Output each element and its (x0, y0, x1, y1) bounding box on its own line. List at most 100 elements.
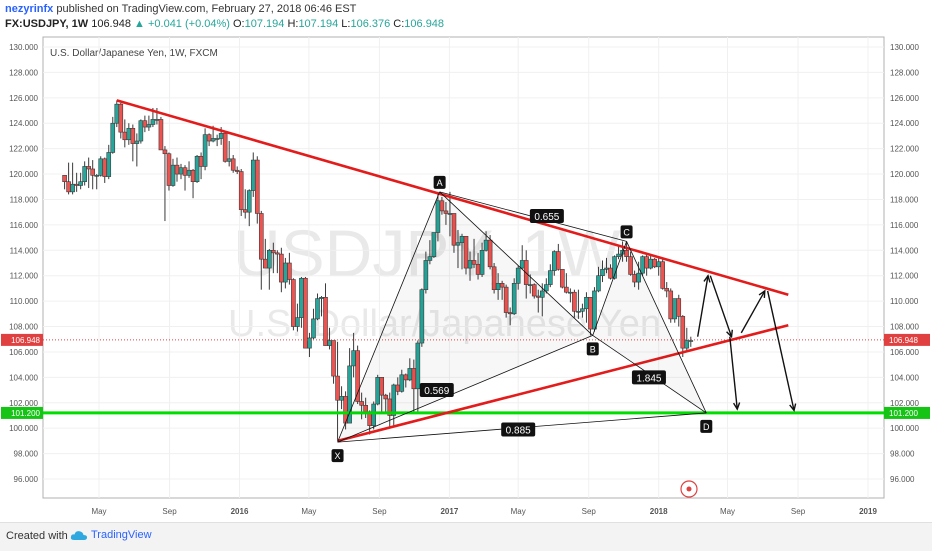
candle-body[interactable] (539, 290, 545, 298)
candle-body[interactable] (142, 120, 148, 128)
candle-body[interactable] (190, 169, 196, 182)
candle-body[interactable] (572, 291, 577, 312)
trendline-upper-resistance[interactable] (116, 99, 789, 297)
candle-body[interactable] (331, 340, 336, 377)
candle-body[interactable] (556, 251, 561, 270)
candle-body[interactable] (588, 297, 593, 330)
candle-body[interactable] (511, 283, 517, 315)
candle-body[interactable] (202, 134, 208, 167)
candle-body[interactable] (242, 209, 248, 213)
candle-body[interactable] (206, 134, 212, 142)
candle-body[interactable] (596, 275, 601, 292)
candle-body[interactable] (178, 167, 184, 175)
candle-body[interactable] (303, 277, 308, 349)
candle-body[interactable] (423, 260, 429, 290)
candle-body[interactable] (644, 256, 649, 269)
candle-body[interactable] (612, 256, 617, 279)
pattern-point-c[interactable] (620, 225, 633, 239)
candle-body[interactable] (70, 183, 75, 193)
candle-body[interactable] (616, 253, 621, 257)
candle-body[interactable] (355, 350, 360, 402)
candle-body[interactable] (680, 316, 686, 349)
candle-body[interactable] (391, 384, 397, 416)
candle-body[interactable] (660, 261, 666, 289)
candle-body[interactable] (218, 133, 224, 139)
candle-body[interactable] (335, 375, 340, 401)
candle-body[interactable] (186, 169, 192, 176)
candle-body[interactable] (154, 119, 160, 121)
candle-body[interactable] (291, 279, 296, 327)
candle-body[interactable] (584, 297, 589, 310)
candle-body[interactable] (174, 164, 180, 175)
candle-body[interactable] (592, 290, 597, 330)
candle-body[interactable] (287, 262, 292, 280)
candle-body[interactable] (351, 350, 356, 367)
pattern-point-a[interactable] (433, 175, 446, 189)
candle-body[interactable] (130, 128, 136, 144)
candle-body[interactable] (684, 340, 690, 349)
candle-body[interactable] (62, 175, 67, 182)
candle-body[interactable] (271, 249, 276, 254)
pattern-point-x[interactable] (331, 449, 344, 463)
candle-body[interactable] (455, 242, 461, 246)
candle-body[interactable] (471, 260, 477, 265)
candle-body[interactable] (78, 181, 83, 186)
candle-body[interactable] (515, 267, 521, 284)
candle-body[interactable] (82, 166, 87, 182)
candle-body[interactable] (640, 256, 645, 274)
candle-body[interactable] (311, 318, 316, 339)
candle-body[interactable] (162, 149, 168, 155)
candle-body[interactable] (279, 253, 284, 283)
candle-body[interactable] (443, 210, 449, 214)
candle-body[interactable] (258, 213, 264, 260)
trendline-lower-support[interactable] (337, 323, 789, 443)
candle-body[interactable] (427, 256, 433, 261)
candle-body[interactable] (90, 168, 95, 176)
candle-body[interactable] (668, 290, 674, 320)
candle-body[interactable] (531, 284, 537, 297)
candle-body[interactable] (604, 267, 609, 270)
candle-body[interactable] (230, 158, 236, 171)
candle-body[interactable] (158, 119, 164, 151)
candle-body[interactable] (138, 120, 144, 142)
candle-body[interactable] (323, 297, 328, 346)
pattern-point-d[interactable] (700, 419, 713, 433)
candle-body[interactable] (295, 317, 300, 327)
candle-body[interactable] (688, 340, 694, 342)
candle-body[interactable] (226, 158, 232, 162)
candle-body[interactable] (234, 169, 240, 172)
candle-body[interactable] (166, 153, 172, 186)
candle-body[interactable] (548, 270, 553, 285)
candle-body[interactable] (339, 396, 344, 401)
candle-body[interactable] (74, 183, 79, 186)
candle-body[interactable] (134, 140, 140, 144)
candle-body[interactable] (86, 166, 91, 170)
candle-body[interactable] (210, 138, 216, 142)
candle-body[interactable] (451, 213, 457, 246)
candle-body[interactable] (371, 403, 376, 426)
candle-body[interactable] (263, 258, 268, 269)
candle-body[interactable] (439, 200, 445, 212)
candle-body[interactable] (146, 124, 152, 128)
candle-body[interactable] (463, 236, 469, 269)
symbol-label[interactable]: FX:USDJPY, 1W (5, 18, 89, 30)
ratio-badge[interactable] (501, 422, 536, 437)
candle-body[interactable] (106, 152, 112, 177)
candle-body[interactable] (676, 298, 682, 317)
candle-body[interactable] (254, 159, 260, 214)
candle-body[interactable] (399, 374, 405, 392)
candle-body[interactable] (648, 258, 653, 269)
candle-body[interactable] (628, 256, 633, 275)
candle-body[interactable] (299, 277, 304, 318)
candle-body[interactable] (379, 377, 385, 396)
candle-body[interactable] (652, 258, 657, 268)
author-name[interactable]: nezyrinfx (5, 3, 54, 15)
candle-body[interactable] (250, 159, 256, 191)
candle-body[interactable] (98, 158, 104, 176)
candle-body[interactable] (487, 239, 493, 268)
candle-body[interactable] (383, 394, 389, 400)
ratio-badge[interactable] (419, 383, 454, 398)
candle-body[interactable] (580, 308, 585, 312)
candle-body[interactable] (543, 284, 549, 292)
candle-body[interactable] (283, 262, 288, 283)
